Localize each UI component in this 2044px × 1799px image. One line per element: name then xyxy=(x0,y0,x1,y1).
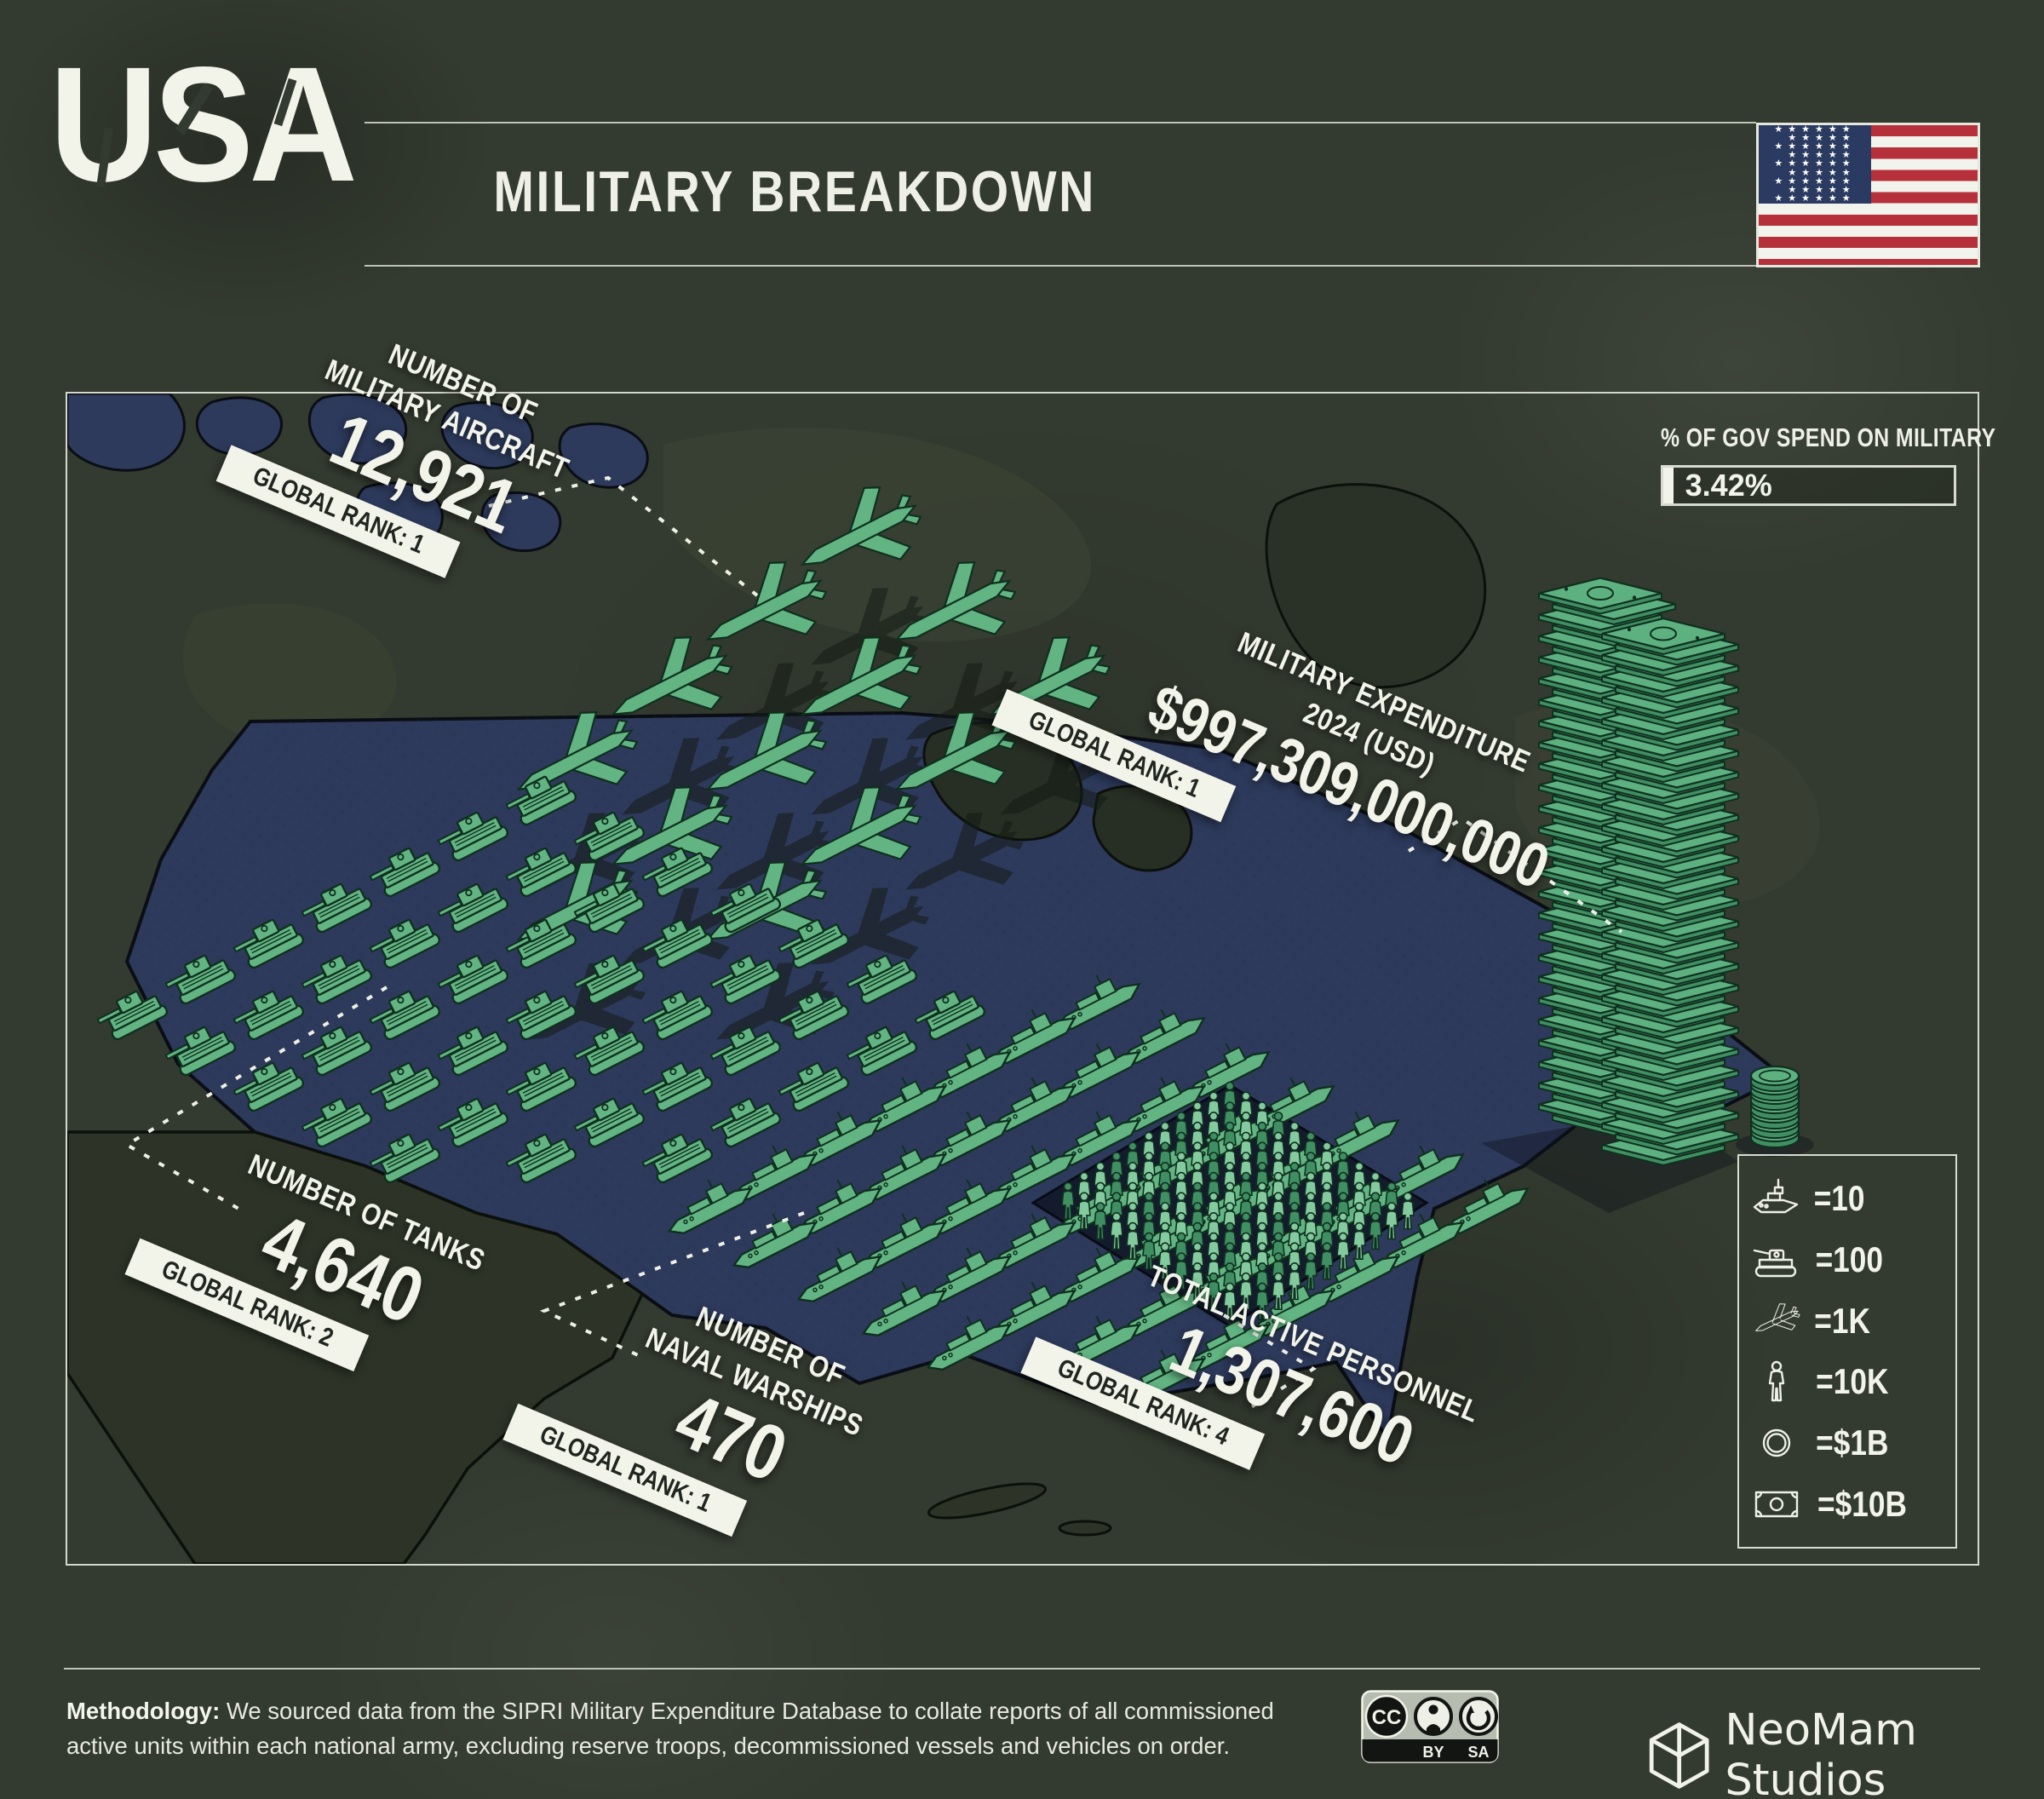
leader-lines xyxy=(123,475,1623,1413)
cube-icon xyxy=(1649,1722,1709,1789)
brand-name: NeoMam Studios xyxy=(1725,1705,1917,1799)
legend-label: =10 xyxy=(1813,1177,1865,1218)
cc-icon xyxy=(1364,1694,1409,1739)
sa-text: SA xyxy=(1467,1744,1489,1761)
legend-label: =100 xyxy=(1815,1239,1884,1279)
flag-stars-row: ★★★★★★ xyxy=(1774,175,1856,187)
map-panel xyxy=(66,392,1979,1566)
flag-stars-row: ★★★★★ xyxy=(1788,150,1856,161)
usa-flag: ★★★★★★ ★★★★★ ★★★★★★ ★★★★★ ★★★★★★ ★★★★★ ★★★★★★ ★… xyxy=(1756,123,1980,267)
page-title: MILITARY BREAKDOWN xyxy=(493,159,1096,224)
gov-spend-bar-fill xyxy=(1663,468,1674,503)
by-text: BY xyxy=(1422,1744,1444,1761)
cc-by-sa-badge: CC BY SA xyxy=(1361,1690,1499,1763)
methodology-label: Methodology: xyxy=(66,1698,221,1724)
legend-label: =10K xyxy=(1816,1361,1889,1402)
flag-stars-row: ★★★★★ xyxy=(1788,167,1856,178)
aircraft-icon xyxy=(1755,1302,1800,1331)
flag-canton: ★★★★★★ ★★★★★ ★★★★★★ ★★★★★ ★★★★★★ ★★★★★ ★★★★★★ ★… xyxy=(1759,125,1871,204)
legend-label: =$10B xyxy=(1817,1484,1907,1525)
legend-label: =$1B xyxy=(1816,1423,1889,1463)
flag-stars-row: ★★★★★★ xyxy=(1774,125,1856,135)
map-scene xyxy=(67,394,1820,1564)
flag-stars-row: ★★★★★★ xyxy=(1774,158,1856,170)
arctic-islands xyxy=(195,394,649,553)
header-rule-top xyxy=(365,122,1756,124)
personnel-icon xyxy=(1768,1361,1785,1402)
legend-label: =1K xyxy=(1814,1300,1870,1341)
banknote-icon xyxy=(1754,1491,1799,1518)
legend-row: =10 xyxy=(1739,1175,1955,1222)
legend-row: =1K xyxy=(1739,1297,1955,1345)
flag-stars-row: ★★★★★ xyxy=(1788,184,1856,195)
legend-row: =100 xyxy=(1739,1236,1955,1284)
gov-spend-widget: % OF GOV SPEND ON MILITARY 3.42% xyxy=(1661,422,1996,506)
gov-spend-value: 3.42% xyxy=(1685,468,1772,503)
legend-row: =$10B xyxy=(1739,1480,1955,1528)
gov-spend-label: % OF GOV SPEND ON MILITARY xyxy=(1661,422,1996,452)
flag-stars-row: ★★★★★ xyxy=(1788,133,1856,144)
methodology-body: We sourced data from the SIPRI Military … xyxy=(66,1698,1274,1760)
cc-text: CC xyxy=(1372,1706,1402,1729)
flag-stars-row: ★★★★★★ xyxy=(1774,193,1856,204)
footer-rule xyxy=(64,1668,1980,1670)
legend-box: =10 =100 =1K = xyxy=(1737,1154,1957,1549)
coin-icon xyxy=(1751,1066,1799,1091)
methodology-text: Methodology: We sourced data from the SI… xyxy=(66,1693,1318,1764)
by-person-icon xyxy=(1414,1697,1453,1736)
brand-logo: NeoMam Studios xyxy=(1649,1705,2044,1799)
legend-row: =$1B xyxy=(1739,1419,1955,1467)
coin-icon xyxy=(1762,1429,1791,1457)
flag-stars-row: ★★★★★★ xyxy=(1774,141,1856,152)
header-rule-bottom xyxy=(365,265,1980,267)
legend-row: =10K xyxy=(1739,1358,1955,1405)
warship-icon xyxy=(1753,1178,1799,1214)
tank-icon xyxy=(1753,1249,1797,1277)
country-title: USA xyxy=(49,32,358,216)
gov-spend-bar: 3.42% xyxy=(1661,465,1956,506)
